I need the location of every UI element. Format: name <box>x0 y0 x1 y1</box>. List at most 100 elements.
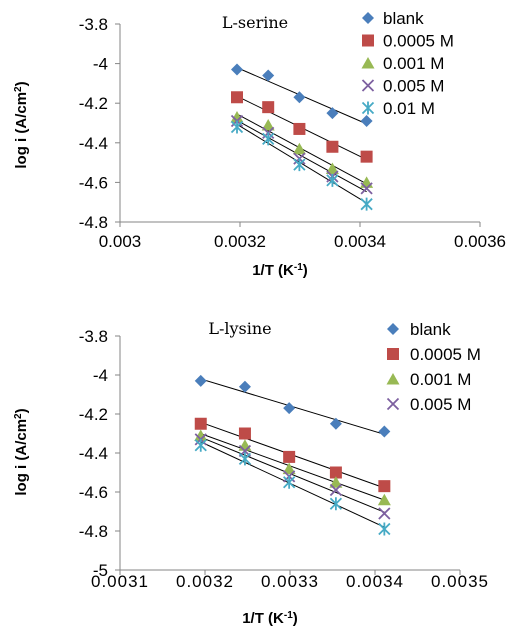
x-axis-label: 1/T (K-1) <box>252 262 308 280</box>
y-tick-label: -4.2 <box>79 94 108 113</box>
legend-marker <box>361 101 375 115</box>
legend-label: 0.0005 M <box>383 32 454 51</box>
y-tick-label: -3.8 <box>79 15 108 34</box>
data-point <box>378 480 391 493</box>
legend-marker <box>362 34 374 47</box>
data-point <box>283 450 296 463</box>
x-tick-label: 0.0031 <box>91 572 149 591</box>
y-tick-label: -5 <box>93 561 108 580</box>
legend-marker <box>361 79 375 92</box>
trendline-series-5 <box>236 123 367 204</box>
chart-title: L-lysine <box>208 319 271 338</box>
data-point <box>230 120 244 134</box>
y-tick-label: -3.8 <box>79 327 108 346</box>
trendline-series-3 <box>200 433 385 501</box>
data-point <box>326 107 339 120</box>
data-point <box>378 507 391 520</box>
legend-label: 0.0005 M <box>410 345 481 364</box>
y-tick-label: -4.8 <box>79 522 108 541</box>
data-point <box>238 380 251 393</box>
data-point <box>238 427 251 440</box>
y-tick-label: -4.6 <box>79 173 108 192</box>
series-5 <box>230 120 373 211</box>
legend-marker <box>386 397 400 411</box>
y-tick-label: -4.8 <box>79 213 108 232</box>
data-point <box>261 118 275 131</box>
data-point <box>194 429 208 441</box>
data-point <box>293 91 306 104</box>
data-point <box>194 417 207 430</box>
legend-marker <box>361 57 375 69</box>
legend-label: 0.001 M <box>410 370 471 389</box>
chart-title: L-serine <box>222 13 288 32</box>
x-tick-label: 0.0033 <box>261 572 319 591</box>
series-2 <box>194 417 391 493</box>
legend-marker <box>386 373 400 385</box>
data-point <box>360 182 373 195</box>
x-tick-label: 0.0035 <box>431 572 489 591</box>
data-point <box>360 150 373 163</box>
x-tick-label: 0.003 <box>99 232 142 251</box>
data-point <box>231 63 243 76</box>
data-point <box>262 69 275 82</box>
series-1 <box>231 63 373 128</box>
chart-1: -3.8 -4 -4.2 -4.4 -4.6 -4.80.003 0.0032 0.0034 0… <box>13 9 507 279</box>
series-3 <box>194 429 391 506</box>
data-point <box>283 402 296 415</box>
data-point <box>325 162 339 175</box>
x-tick-label: 0.0034 <box>346 572 404 591</box>
legend-label: 0.001 M <box>383 54 444 73</box>
y-tick-label: -4.4 <box>79 134 108 153</box>
trendline-series-4 <box>200 436 385 513</box>
x-tick-label: 0.0032 <box>176 572 234 591</box>
legend-label: 0.005 M <box>383 77 444 96</box>
data-point <box>360 115 373 128</box>
x-tick-label: 0.0032 <box>214 232 266 251</box>
data-point <box>378 522 391 536</box>
data-point <box>326 140 339 153</box>
data-point <box>360 176 374 188</box>
data-point <box>238 452 252 466</box>
data-point <box>262 132 275 146</box>
data-point <box>377 493 391 506</box>
data-point <box>329 417 342 430</box>
series-1 <box>194 374 391 438</box>
chart-2: -3.8 -4 -4.2 -4.4 -4.6 -4.8 -50.0031 0.0032 0.00… <box>13 319 489 628</box>
data-point <box>293 158 306 172</box>
data-point <box>282 462 296 475</box>
legend-label: blank <box>410 320 451 339</box>
x-axis-label: 1/T (K-1) <box>242 610 298 628</box>
data-point <box>378 425 391 438</box>
y-tick-label: -4.6 <box>79 483 108 502</box>
data-point <box>231 91 243 104</box>
data-point <box>292 142 306 155</box>
legend-marker <box>362 12 374 24</box>
series-5 <box>194 438 391 536</box>
y-axis-label: log i (A/cm2) <box>13 408 31 495</box>
y-tick-label: -4 <box>93 366 108 385</box>
data-point <box>238 439 252 451</box>
data-point <box>326 173 339 187</box>
legend-marker <box>387 323 399 335</box>
y-tick-label: -4 <box>93 55 108 74</box>
legend-marker <box>387 348 399 360</box>
series-2 <box>231 91 373 163</box>
legend-label: blank <box>383 9 424 28</box>
data-point <box>329 476 343 488</box>
data-point <box>293 122 306 135</box>
legend-label: 0.01 M <box>383 99 435 118</box>
y-tick-label: -4.2 <box>79 405 108 424</box>
data-point <box>329 466 342 479</box>
x-tick-label: 0.0034 <box>334 232 386 251</box>
data-point <box>262 101 275 114</box>
data-point <box>329 497 343 511</box>
data-point <box>329 483 343 497</box>
x-tick-label: 0.0036 <box>454 232 506 251</box>
data-point <box>360 197 373 211</box>
y-tick-label: -4.4 <box>79 444 108 463</box>
data-point <box>230 111 244 123</box>
data-point <box>194 374 207 387</box>
y-axis-label: log i (A/cm2) <box>13 81 31 168</box>
legend-label: 0.005 M <box>410 395 471 414</box>
